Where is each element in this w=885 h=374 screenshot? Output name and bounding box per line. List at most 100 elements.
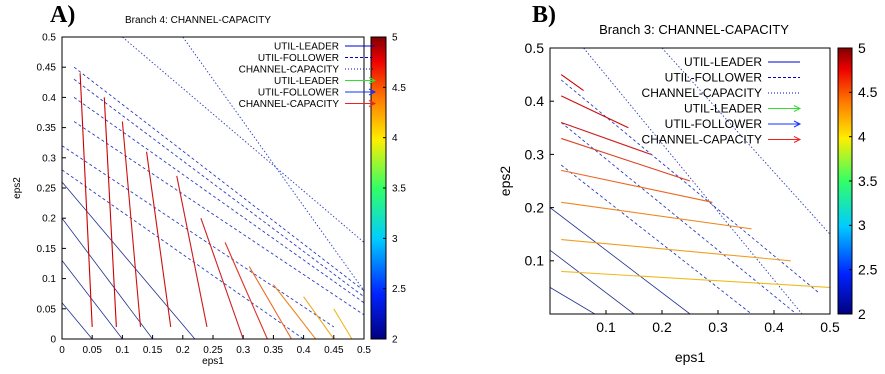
series-line-util-leader bbox=[62, 260, 123, 339]
y-tick-label: 0.15 bbox=[37, 244, 57, 255]
colorbar-tick-label: 2.5 bbox=[392, 284, 406, 295]
legend-label: CHANNEL-CAPACITY bbox=[642, 86, 762, 100]
colorbar-tick-label: 3.5 bbox=[858, 173, 878, 189]
colorbar-tick-label: 2.5 bbox=[858, 262, 878, 278]
y-axis-label: eps2 bbox=[12, 177, 23, 199]
colorbar-tick-label: 4 bbox=[858, 129, 866, 145]
legend-label: CHANNEL-CAPACITY bbox=[642, 133, 762, 147]
series-line-util-leader bbox=[62, 217, 153, 339]
x-tick-label: 0 bbox=[59, 345, 65, 356]
colorbar-tick-label: 4 bbox=[392, 133, 398, 144]
x-tick-label: 0.25 bbox=[203, 345, 223, 356]
colorbar-tick-label: 5 bbox=[858, 40, 866, 56]
chart-title: Branch 3: CHANNEL-CAPACITY bbox=[599, 22, 789, 37]
legend-label: UTIL-LEADER bbox=[274, 42, 339, 53]
panel-label-b: B) bbox=[532, 2, 556, 28]
series-line-util-follower bbox=[560, 164, 752, 314]
plot-frame bbox=[549, 47, 831, 315]
colorbar-tick-label: 4.5 bbox=[392, 83, 406, 94]
y-tick-label: 0.3 bbox=[42, 153, 56, 164]
legend-label: UTIL-FOLLOWER bbox=[665, 117, 763, 131]
legend-label: UTIL-FOLLOWER bbox=[258, 88, 339, 99]
series-line-channel-capacity-field-lines bbox=[561, 169, 713, 203]
series-line-util-leader bbox=[550, 207, 691, 314]
series-line-channel-capacity-field-lines bbox=[272, 284, 317, 339]
colorbar-tick-label: 5 bbox=[392, 33, 398, 44]
x-tick-label: 0.5 bbox=[357, 345, 371, 356]
y-tick-label: 0.05 bbox=[37, 304, 57, 315]
legend-label: UTIL-FOLLOWER bbox=[665, 71, 763, 85]
panel-label-a: A) bbox=[50, 2, 76, 28]
x-tick-label: 0.05 bbox=[82, 345, 102, 356]
series-line-channel-capacity-field-lines bbox=[79, 73, 93, 327]
y-tick-label: 0.35 bbox=[37, 123, 57, 134]
series-line-util-leader bbox=[550, 249, 635, 314]
series-line-util-follower bbox=[560, 122, 797, 314]
series-line-channel-capacity bbox=[583, 48, 803, 314]
series-line-channel-capacity-field-lines bbox=[561, 121, 651, 155]
series-line-channel-capacity-field-lines bbox=[121, 121, 142, 327]
y-tick-label: 0.5 bbox=[525, 40, 545, 56]
legend-arrowhead bbox=[368, 100, 377, 107]
y-tick-label: 0.1 bbox=[42, 274, 56, 285]
colorbar-tick-label: 3.5 bbox=[392, 184, 406, 195]
x-tick-label: 0.2 bbox=[652, 319, 672, 335]
legend-arrowhead bbox=[793, 105, 802, 112]
series-line-channel-capacity bbox=[182, 37, 364, 291]
plot-area bbox=[62, 37, 364, 339]
series-line-channel-capacity-field-lines bbox=[561, 201, 752, 230]
series-line-channel-capacity-field-lines bbox=[560, 74, 584, 92]
y-tick-label: 0.1 bbox=[525, 253, 545, 269]
legend-label: CHANNEL-CAPACITY bbox=[239, 99, 340, 110]
series-line-channel-capacity bbox=[122, 37, 364, 243]
series-line-channel-capacity-field-lines bbox=[146, 151, 172, 327]
x-axis-label: eps1 bbox=[675, 349, 706, 365]
x-tick-label: 0.1 bbox=[596, 319, 616, 335]
legend-label: UTIL-LEADER bbox=[684, 102, 762, 116]
y-tick-label: 0.45 bbox=[37, 63, 57, 74]
plot-area bbox=[550, 48, 830, 314]
y-tick-label: 0.2 bbox=[42, 214, 56, 225]
y-tick-label: 0.4 bbox=[525, 93, 545, 109]
colorbar-tick-label: 3 bbox=[392, 234, 398, 245]
series-line-channel-capacity-field-lines bbox=[103, 97, 117, 327]
legend-label: UTIL-LEADER bbox=[684, 55, 762, 69]
series-line-util-follower bbox=[73, 78, 364, 298]
series-line-channel-capacity-field-lines bbox=[200, 218, 244, 339]
x-tick-label: 0.45 bbox=[324, 345, 344, 356]
series-line-util-follower bbox=[73, 97, 364, 304]
series-line-channel-capacity-field-lines bbox=[561, 238, 791, 262]
y-tick-label: 0.3 bbox=[525, 146, 545, 162]
series-line-util-follower bbox=[73, 121, 364, 316]
series-line-channel-capacity-field-lines bbox=[176, 175, 208, 328]
x-axis-label: eps1 bbox=[202, 356, 224, 367]
series-line-util-follower bbox=[73, 66, 364, 292]
series-line-channel-capacity-field-lines bbox=[561, 270, 830, 288]
x-tick-label: 0.3 bbox=[708, 319, 728, 335]
series-line-channel-capacity-field-lines bbox=[248, 266, 292, 339]
x-tick-label: 0.5 bbox=[820, 319, 840, 335]
legend-label: UTIL-LEADER bbox=[274, 76, 339, 87]
chart-title: Branch 4: CHANNEL-CAPACITY bbox=[125, 15, 271, 26]
colorbar-tick-label: 4.5 bbox=[858, 84, 878, 100]
legend-arrowhead bbox=[368, 88, 377, 96]
x-tick-label: 0.35 bbox=[264, 345, 284, 356]
chart-panel-b: Branch 3: CHANNEL-CAPACITY 0.1 0.2 0.3 0.4 0.… bbox=[497, 22, 878, 365]
y-tick-label: 0.25 bbox=[37, 184, 57, 195]
legend-arrowhead bbox=[793, 136, 802, 143]
legend-label: UTIL-FOLLOWER bbox=[258, 53, 339, 64]
y-tick-label: 0.2 bbox=[525, 200, 545, 216]
series-line-channel-capacity-field-lines bbox=[561, 137, 691, 182]
x-tick-label: 0.15 bbox=[143, 345, 163, 356]
colorbar-tick-label: 3 bbox=[858, 217, 866, 233]
x-tick-label: 0.1 bbox=[115, 345, 129, 356]
series-line-util-leader bbox=[62, 302, 93, 339]
y-tick-label: 0 bbox=[50, 335, 56, 346]
series-line-util-leader bbox=[550, 287, 596, 314]
y-axis-label: eps2 bbox=[497, 166, 513, 197]
y-tick-label: 0.5 bbox=[42, 33, 56, 44]
series-line-util-follower bbox=[62, 169, 304, 339]
legend-arrowhead bbox=[793, 120, 802, 128]
